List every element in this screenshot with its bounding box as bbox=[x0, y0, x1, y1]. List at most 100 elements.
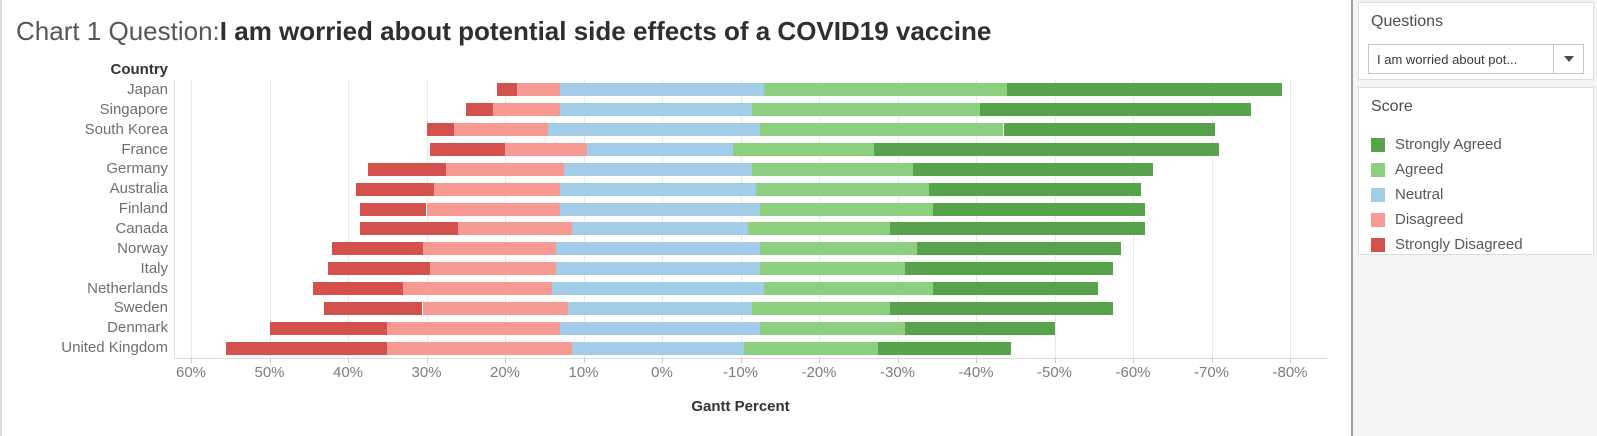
bar-agreed[interactable] bbox=[760, 202, 933, 216]
bar-neutral[interactable] bbox=[571, 222, 749, 236]
bar-agreed[interactable] bbox=[748, 222, 890, 236]
bar-disagreed[interactable] bbox=[454, 123, 549, 137]
legend-label: Agreed bbox=[1395, 161, 1444, 178]
bar-neutral[interactable] bbox=[567, 301, 753, 315]
bar-disagreed[interactable] bbox=[434, 182, 560, 196]
bar-strongly_agreed[interactable] bbox=[913, 162, 1153, 176]
country-label[interactable]: Sweden bbox=[113, 299, 168, 317]
legend-swatch-icon bbox=[1371, 237, 1385, 252]
bar-agreed[interactable] bbox=[752, 162, 914, 176]
bar-strongly_disagreed[interactable] bbox=[465, 103, 494, 117]
bar-strongly_disagreed[interactable] bbox=[269, 321, 388, 335]
country-label[interactable]: Germany bbox=[106, 160, 168, 178]
gridline bbox=[740, 80, 742, 358]
bar-neutral[interactable] bbox=[571, 341, 745, 355]
bar-strongly_agreed[interactable] bbox=[889, 301, 1114, 315]
bar-neutral[interactable] bbox=[587, 143, 733, 156]
bar-strongly_agreed[interactable] bbox=[979, 103, 1251, 117]
country-label[interactable]: Netherlands bbox=[87, 279, 168, 297]
bar-strongly_agreed[interactable] bbox=[905, 321, 1055, 335]
axis-tick bbox=[269, 358, 271, 363]
bar-neutral[interactable] bbox=[563, 162, 753, 176]
country-label[interactable]: Canada bbox=[115, 220, 168, 237]
country-label[interactable]: Australia bbox=[109, 180, 168, 198]
bar-neutral[interactable] bbox=[552, 282, 764, 295]
country-label[interactable]: Japan bbox=[127, 81, 168, 98]
bar-agreed[interactable] bbox=[760, 123, 1004, 137]
legend-item-strongly_disagreed[interactable]: Strongly Disagreed bbox=[1371, 232, 1523, 257]
bar-disagreed[interactable] bbox=[457, 222, 572, 236]
bar-strongly_disagreed[interactable] bbox=[355, 182, 435, 196]
bar-strongly_disagreed[interactable] bbox=[359, 202, 427, 216]
gridline bbox=[348, 80, 349, 358]
bar-disagreed[interactable] bbox=[505, 143, 588, 156]
bar-neutral[interactable] bbox=[559, 202, 761, 216]
legend-item-strongly_agreed[interactable]: Strongly Agreed bbox=[1371, 132, 1523, 157]
bar-strongly_agreed[interactable] bbox=[932, 202, 1145, 216]
bar-strongly_disagreed[interactable] bbox=[367, 162, 447, 176]
bar-neutral[interactable] bbox=[559, 182, 757, 196]
country-label[interactable]: South Korea bbox=[84, 120, 168, 138]
bar-strongly_agreed[interactable] bbox=[1007, 83, 1283, 97]
bar-strongly_disagreed[interactable] bbox=[332, 242, 423, 256]
chevron-down-icon[interactable] bbox=[1553, 45, 1583, 73]
questions-title: Questions bbox=[1371, 13, 1444, 30]
bar-disagreed[interactable] bbox=[426, 202, 560, 216]
bar-agreed[interactable] bbox=[744, 341, 878, 355]
bar-agreed[interactable] bbox=[764, 282, 933, 295]
legend-item-agreed[interactable]: Agreed bbox=[1371, 157, 1523, 182]
bar-neutral[interactable] bbox=[556, 262, 761, 276]
legend-item-disagreed[interactable]: Disagreed bbox=[1371, 207, 1523, 232]
axis-tick bbox=[740, 358, 742, 363]
bar-strongly_disagreed[interactable] bbox=[430, 143, 505, 156]
bar-agreed[interactable] bbox=[752, 301, 890, 315]
bar-strongly_agreed[interactable] bbox=[873, 143, 1220, 156]
bar-disagreed[interactable] bbox=[446, 162, 564, 176]
bar-strongly_agreed[interactable] bbox=[932, 282, 1098, 295]
bar-disagreed[interactable] bbox=[402, 282, 553, 295]
bar-agreed[interactable] bbox=[760, 242, 918, 256]
bar-disagreed[interactable] bbox=[387, 341, 572, 355]
bar-strongly_agreed[interactable] bbox=[1003, 123, 1216, 137]
country-label[interactable]: France bbox=[121, 140, 168, 158]
bar-agreed[interactable] bbox=[760, 262, 906, 276]
country-label[interactable]: United Kingdom bbox=[61, 339, 168, 357]
bar-disagreed[interactable] bbox=[493, 103, 560, 117]
x-tick-label: 0% bbox=[651, 364, 673, 381]
bar-agreed[interactable] bbox=[756, 182, 929, 196]
bar-neutral[interactable] bbox=[548, 123, 761, 137]
country-label[interactable]: Italy bbox=[140, 259, 168, 277]
bar-neutral[interactable] bbox=[559, 83, 764, 97]
bar-strongly_disagreed[interactable] bbox=[426, 123, 454, 137]
bar-disagreed[interactable] bbox=[516, 83, 560, 97]
bar-disagreed[interactable] bbox=[422, 301, 568, 315]
bar-disagreed[interactable] bbox=[430, 262, 556, 276]
bar-strongly_agreed[interactable] bbox=[889, 222, 1145, 236]
bar-neutral[interactable] bbox=[559, 103, 753, 117]
bar-neutral[interactable] bbox=[556, 242, 761, 256]
country-label[interactable]: Finland bbox=[118, 200, 168, 218]
country-label[interactable]: Singapore bbox=[99, 100, 168, 118]
x-tick-label: -50% bbox=[1036, 364, 1073, 381]
country-label[interactable]: Denmark bbox=[107, 319, 168, 337]
bar-agreed[interactable] bbox=[764, 83, 1008, 97]
bar-disagreed[interactable] bbox=[422, 242, 556, 256]
bar-disagreed[interactable] bbox=[387, 321, 560, 335]
legend-item-neutral[interactable]: Neutral bbox=[1371, 182, 1523, 207]
country-label[interactable]: Norway bbox=[117, 239, 168, 257]
bar-agreed[interactable] bbox=[760, 321, 906, 335]
bar-agreed[interactable] bbox=[752, 103, 980, 117]
bar-strongly_disagreed[interactable] bbox=[226, 341, 388, 355]
bar-strongly_disagreed[interactable] bbox=[359, 222, 458, 236]
question-dropdown[interactable]: I am worried about pot... bbox=[1368, 44, 1584, 74]
bar-strongly_disagreed[interactable] bbox=[324, 301, 423, 315]
bar-strongly_agreed[interactable] bbox=[877, 341, 1012, 355]
bar-strongly_agreed[interactable] bbox=[917, 242, 1122, 256]
bar-neutral[interactable] bbox=[559, 321, 761, 335]
bar-strongly_agreed[interactable] bbox=[905, 262, 1114, 276]
bar-strongly_agreed[interactable] bbox=[928, 182, 1141, 196]
bar-strongly_disagreed[interactable] bbox=[328, 262, 431, 276]
bar-agreed[interactable] bbox=[732, 143, 874, 156]
bar-strongly_disagreed[interactable] bbox=[312, 282, 403, 295]
bar-strongly_disagreed[interactable] bbox=[497, 83, 517, 97]
